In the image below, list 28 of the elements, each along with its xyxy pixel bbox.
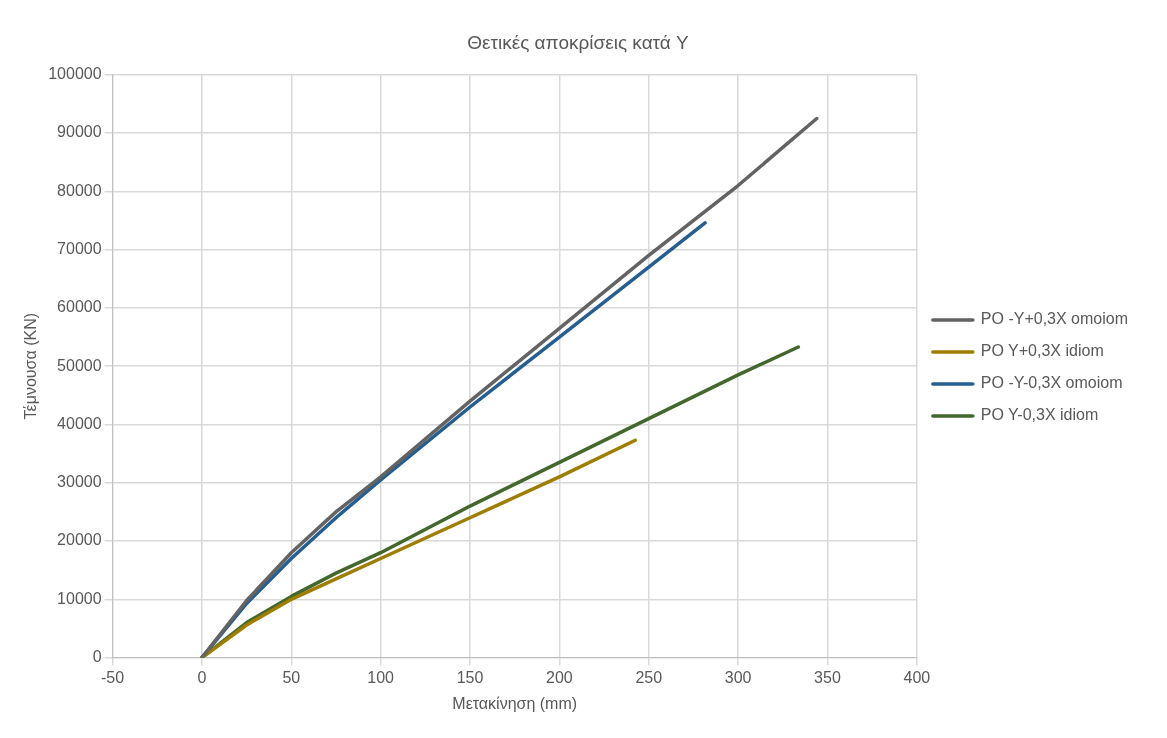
y-tick-label: 70000 — [57, 240, 102, 258]
x-tick-label: 400 — [903, 668, 931, 686]
x-tick-label: 350 — [814, 668, 841, 686]
x-tick-label: 100 — [367, 668, 395, 686]
y-tick-label: 40000 — [57, 414, 102, 432]
legend-label: PO Y-0,3X idiom — [980, 406, 1099, 424]
y-tick-label: 80000 — [57, 181, 102, 199]
y-tick-label: 100000 — [48, 65, 102, 83]
y-tick-label: 60000 — [57, 298, 102, 316]
y-tick-label: 90000 — [57, 123, 102, 141]
x-tick-label: 300 — [724, 668, 752, 686]
chart-title: Θετικές αποκρίσεις κατά Y — [467, 31, 690, 53]
x-tick-label: 50 — [282, 668, 301, 686]
x-tick-label: 150 — [456, 668, 484, 686]
legend-label: PO -Y-0,3X omoiom — [980, 374, 1123, 392]
legend-label: PO -Y+0,3X omoiom — [980, 310, 1128, 328]
x-tick-label: 250 — [635, 668, 663, 686]
y-tick-label: 50000 — [57, 356, 102, 374]
legend-label: PO Y+0,3X idiom — [980, 342, 1104, 360]
x-tick-label: -50 — [101, 668, 125, 686]
y-tick-label: 10000 — [57, 589, 102, 607]
x-tick-label: 200 — [546, 668, 573, 686]
x-tick-label: 0 — [197, 668, 207, 686]
y-tick-label: 0 — [92, 648, 102, 666]
y-tick-label: 20000 — [57, 531, 102, 549]
y-axis-title: Τέμνουσα (KN) — [22, 312, 40, 420]
x-axis-title: Μετακίνηση (mm) — [452, 694, 578, 712]
y-tick-label: 30000 — [57, 473, 102, 491]
